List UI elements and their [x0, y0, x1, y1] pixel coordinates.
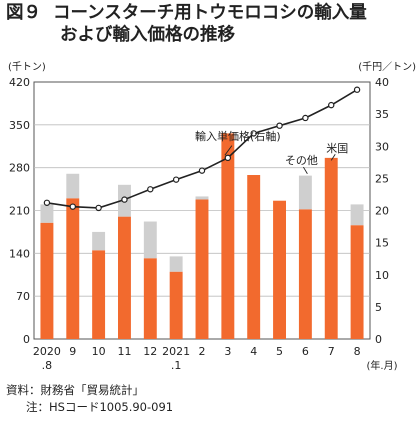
bar-other	[169, 256, 183, 272]
price-point	[224, 154, 232, 162]
note-line: 注：HSコード1005.90-091	[26, 400, 174, 414]
left-tick-label: 350	[9, 119, 30, 132]
bar-us	[195, 199, 209, 339]
us-leader-line	[330, 153, 336, 161]
right-tick-label: 20	[375, 205, 389, 218]
figure-title: 図９ コーンスターチ用トウモロコシの輸入量 および輸入価格の推移	[6, 2, 416, 46]
right-tick-label: 15	[375, 237, 389, 250]
bar-us	[66, 198, 80, 339]
price-leader-line	[224, 145, 233, 156]
right-axis-unit: (千円／トン)	[358, 62, 416, 73]
x-tick-label: 11	[117, 345, 131, 358]
price-point	[69, 203, 76, 210]
price-point	[353, 86, 361, 93]
title-line-1: コーンスターチ用トウモロコシの輸入量	[53, 3, 367, 23]
right-tick-label: 40	[375, 76, 389, 89]
price-point	[250, 130, 257, 137]
left-tick-label: 420	[9, 76, 30, 89]
x-tick-label: 5	[276, 345, 283, 358]
price-point	[121, 196, 128, 203]
source-line: 資料：財務省「貿易統計」	[6, 383, 144, 397]
left-axis-unit: (千トン)	[8, 62, 46, 73]
right-tick-label: 30	[375, 140, 389, 153]
bar-us	[143, 258, 157, 339]
left-tick-label: 70	[16, 290, 30, 303]
other-annotation: その他	[285, 154, 318, 167]
x-tick-label: 10	[92, 345, 106, 358]
x-tick-label: 2	[199, 345, 206, 358]
x-tick-label: 7	[328, 345, 335, 358]
x-tick-label: 12	[143, 345, 157, 358]
x-tick-label: 8	[354, 345, 361, 358]
price-annotation: 輸入単価格(右軸)	[195, 129, 281, 143]
price-point	[302, 114, 309, 122]
bar-us	[247, 175, 261, 339]
price-point	[43, 199, 51, 206]
x-tick-label: 2020	[33, 345, 61, 358]
price-point	[276, 122, 283, 129]
bar-other	[143, 221, 157, 259]
bar-us	[350, 225, 364, 339]
price-point	[328, 101, 335, 109]
left-tick-label: 210	[9, 205, 30, 218]
right-tick-label: 5	[375, 301, 382, 314]
price-point	[95, 204, 102, 212]
title-line-2: および輸入価格の推移	[60, 25, 235, 45]
price-point	[147, 186, 154, 193]
bar-other	[350, 204, 364, 226]
bar-us	[92, 250, 106, 339]
left-tick-label: 0	[23, 333, 30, 346]
other-leader-line	[302, 166, 308, 175]
right-tick-label: 25	[375, 172, 389, 185]
source-note: 資料：財務省「貿易統計」 注：HSコード1005.90-091	[6, 382, 173, 416]
bar-other	[92, 231, 106, 251]
bar-other	[66, 173, 80, 199]
price-point	[172, 176, 180, 183]
bar-us	[118, 216, 131, 339]
x-tick-label: 4	[250, 345, 257, 358]
x-tick-sublabel: .8	[42, 359, 53, 372]
x-tick-sublabel: .1	[171, 359, 182, 372]
x-unit-label: (年.月)	[367, 359, 398, 372]
right-tick-label: 35	[375, 108, 389, 121]
left-tick-label: 140	[9, 247, 30, 260]
x-tick-label: 6	[302, 345, 309, 358]
bar-us	[40, 222, 54, 339]
left-tick-label: 280	[9, 162, 30, 175]
right-tick-label: 10	[375, 269, 389, 282]
bar-us	[221, 133, 235, 339]
bar-us	[169, 271, 183, 339]
bar-us	[298, 209, 312, 339]
x-tick-label: 3	[224, 345, 231, 358]
x-tick-label: 2021	[162, 345, 190, 358]
right-tick-label: 0	[375, 333, 382, 346]
us-annotation: 米国	[326, 142, 348, 155]
x-tick-label: 9	[69, 345, 76, 358]
bar-us	[273, 200, 286, 339]
price-point	[198, 167, 206, 174]
bar-other	[195, 196, 209, 200]
bar-us	[324, 157, 338, 339]
figure-number: 図９	[6, 3, 41, 23]
bar-other	[298, 175, 312, 210]
bar-other	[40, 204, 54, 223]
